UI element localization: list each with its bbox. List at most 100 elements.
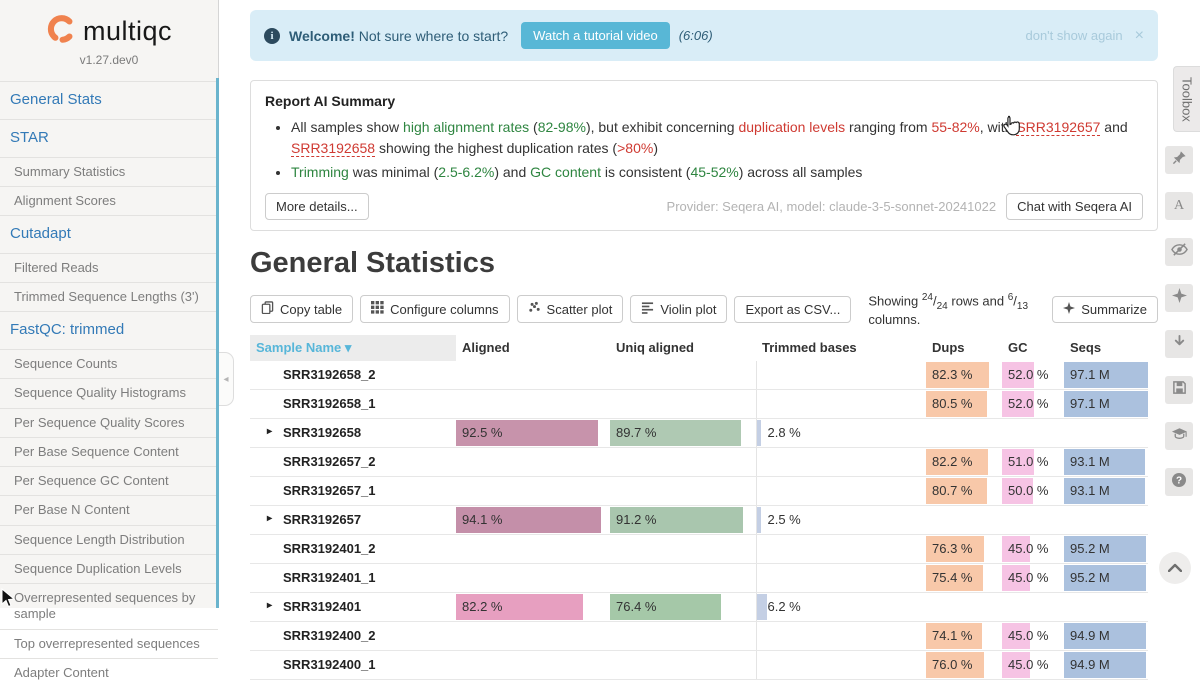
sidebar-collapse-handle[interactable]: ◂ (219, 352, 234, 406)
summarize-button[interactable]: Summarize (1052, 296, 1158, 323)
cell-trimmed (756, 534, 926, 563)
sample-name-cell[interactable]: ▸SRR3192401 (250, 592, 456, 621)
scatter-plot-button[interactable]: Scatter plot (517, 295, 624, 323)
close-icon[interactable]: × (1135, 27, 1144, 45)
column-header-aligned[interactable]: Aligned (456, 335, 610, 361)
cell-dups (926, 418, 1002, 447)
welcome-banner: i Welcome! Not sure where to start? Watc… (250, 10, 1158, 61)
logo-block: multiqc v1.27.dev0 (0, 0, 218, 67)
toolbox-label: Toolbox (1180, 77, 1195, 122)
download-tool-button[interactable] (1165, 330, 1193, 358)
svg-text:A: A (1174, 198, 1185, 212)
sample-name-cell: SRR3192401_2 (250, 534, 456, 563)
cell-aligned (456, 476, 610, 505)
column-header-gc[interactable]: GC (1002, 335, 1064, 361)
cell-aligned (456, 650, 610, 679)
ai-summary-bullet: All samples show high alignment rates (8… (291, 117, 1143, 159)
expand-caret-icon[interactable]: ▸ (267, 600, 272, 611)
sidebar-item-general-stats[interactable]: General Stats (0, 81, 218, 119)
column-header-sample-name[interactable]: Sample Name ▾ (250, 335, 456, 361)
column-header-seqs[interactable]: Seqs (1064, 335, 1148, 361)
watch-tutorial-button[interactable]: Watch a tutorial video (521, 22, 670, 49)
ai-sparkle-tool-button[interactable] (1165, 284, 1193, 312)
pin-tool-button[interactable] (1165, 146, 1193, 174)
hide-samples-tool-button[interactable] (1165, 238, 1193, 266)
cell-uniq (610, 389, 756, 418)
cell-seqs: 97.1 M (1064, 361, 1148, 390)
info-icon: i (264, 28, 280, 44)
sidebar-item-per-base-n-content[interactable]: Per Base N Content (0, 495, 218, 524)
sidebar-item-alignment-scores[interactable]: Alignment Scores (0, 186, 218, 215)
sparkle-icon (1063, 302, 1075, 317)
cell-trimmed (756, 621, 926, 650)
export-as-csv-button[interactable]: Export as CSV... (734, 296, 851, 323)
cell-uniq: 76.4 % (610, 592, 756, 621)
cell-gc (1002, 592, 1064, 621)
cell-seqs: 93.1 M (1064, 447, 1148, 476)
scroll-to-top-button[interactable] (1159, 552, 1191, 584)
sidebar-item-summary-statistics[interactable]: Summary Statistics (0, 157, 218, 186)
sidebar-item-per-sequence-gc-content[interactable]: Per Sequence GC Content (0, 466, 218, 495)
tutorial-tool-button[interactable] (1165, 422, 1193, 450)
highlight-tool-button[interactable]: A (1165, 192, 1193, 220)
cell-uniq (610, 361, 756, 390)
save-tool-button[interactable] (1165, 376, 1193, 404)
cell-dups: 75.4 % (926, 563, 1002, 592)
sidebar-item-sequence-length-distribution[interactable]: Sequence Length Distribution (0, 525, 218, 554)
expand-caret-icon[interactable]: ▸ (267, 513, 272, 524)
column-header-uniq-aligned[interactable]: Uniq aligned (610, 335, 756, 361)
cell-dups: 76.3 % (926, 534, 1002, 563)
showing-summary: Showing 24/24 rows and 6/13 columns. (868, 292, 1045, 327)
multiqc-logo-icon (46, 14, 76, 49)
column-header-trimmed-bases[interactable]: Trimmed bases (756, 335, 926, 361)
sidebar-item-trimmed-sequence-lengths-3[interactable]: Trimmed Sequence Lengths (3') (0, 282, 218, 311)
copy-table-button[interactable]: Copy table (250, 295, 353, 323)
sidebar-item-star[interactable]: STAR (0, 119, 218, 157)
sidebar-item-sequence-quality-histograms[interactable]: Sequence Quality Histograms (0, 378, 218, 407)
configure-columns-button[interactable]: Configure columns (360, 295, 509, 323)
dont-show-again-link[interactable]: don't show again (1025, 28, 1122, 43)
download-icon (1172, 334, 1187, 354)
sidebar-item-per-sequence-quality-scores[interactable]: Per Sequence Quality Scores (0, 408, 218, 437)
cell-seqs: 94.9 M (1064, 650, 1148, 679)
sample-link-srr3192658[interactable]: SRR3192658 (291, 140, 375, 157)
sample-link-srr3192657[interactable]: SRR3192657 (1016, 119, 1100, 136)
column-header-dups[interactable]: Dups (926, 335, 1002, 361)
cell-gc: 52.0 % (1002, 361, 1064, 390)
app-title: multiqc (83, 16, 172, 47)
sample-name-cell[interactable]: ▸SRR3192658 (250, 418, 456, 447)
page-title: General Statistics (250, 247, 1158, 280)
toolbox-tab[interactable]: Toolbox (1173, 66, 1200, 132)
tutorial-icon (1171, 426, 1188, 446)
sidebar-item-cutadapt[interactable]: Cutadapt (0, 215, 218, 253)
help-tool-button[interactable]: ? (1165, 468, 1193, 496)
cell-uniq: 89.7 % (610, 418, 756, 447)
sidebar-item-sequence-duplication-levels[interactable]: Sequence Duplication Levels (0, 554, 218, 583)
more-details-button[interactable]: More details... (265, 193, 369, 220)
sidebar-item-filtered-reads[interactable]: Filtered Reads (0, 253, 218, 282)
cell-dups: 80.5 % (926, 389, 1002, 418)
cell-trimmed: 6.2 % (756, 592, 926, 621)
cell-gc: 45.0 % (1002, 563, 1064, 592)
cell-trimmed (756, 361, 926, 390)
cell-dups (926, 592, 1002, 621)
cell-seqs: 95.2 M (1064, 534, 1148, 563)
chat-with-seqera-button[interactable]: Chat with Seqera AI (1006, 193, 1143, 220)
sidebar-item-per-base-sequence-content[interactable]: Per Base Sequence Content (0, 437, 218, 466)
expand-caret-icon[interactable]: ▸ (267, 426, 272, 437)
violin-plot-button[interactable]: Violin plot (630, 295, 727, 323)
ai-sparkle-icon (1172, 288, 1187, 308)
sidebar-item-sequence-counts[interactable]: Sequence Counts (0, 349, 218, 378)
ai-summary-title: Report AI Summary (265, 93, 1143, 109)
sample-name-cell: SRR3192401_1 (250, 563, 456, 592)
save-icon (1172, 380, 1187, 400)
sample-name-cell[interactable]: ▸SRR3192657 (250, 505, 456, 534)
sidebar-item-fastqc-trimmed[interactable]: FastQC: trimmed (0, 311, 218, 349)
cell-trimmed (756, 563, 926, 592)
